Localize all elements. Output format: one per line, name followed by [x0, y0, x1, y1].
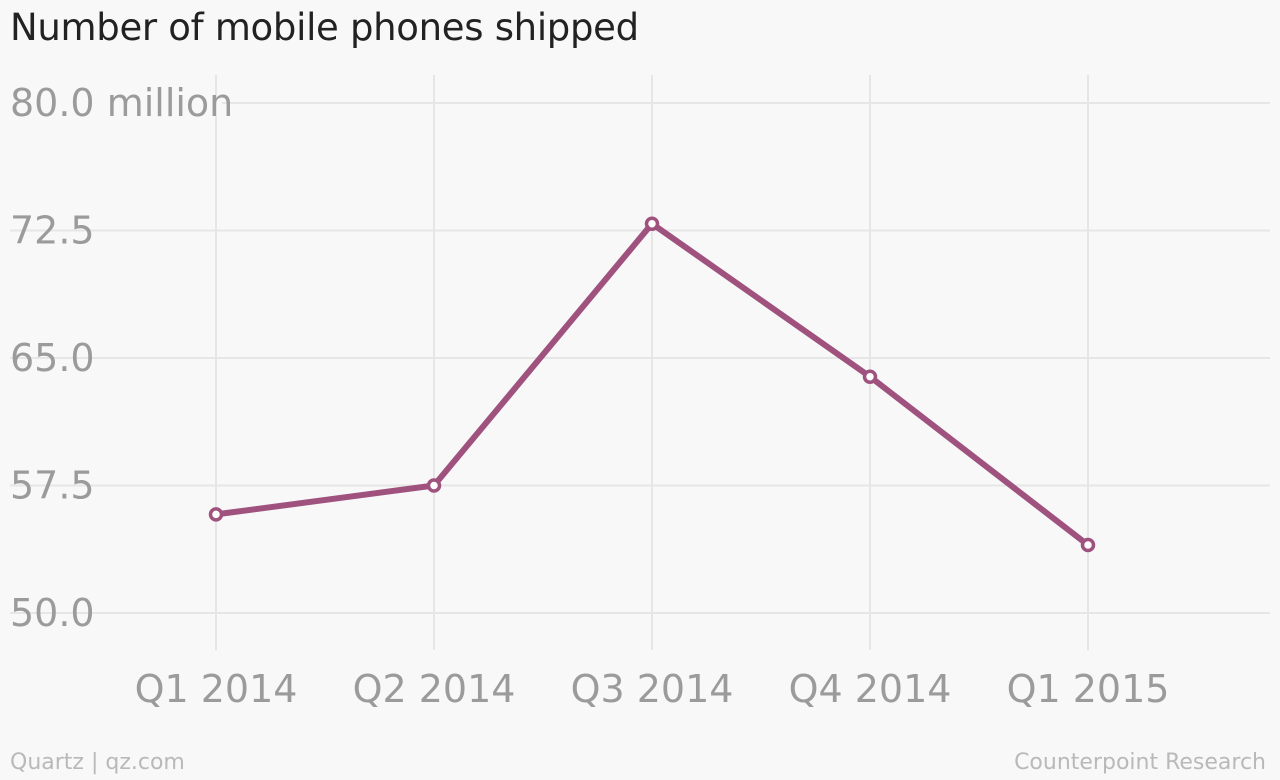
y-tick-label: 57.5: [10, 464, 95, 508]
series-layer: [208, 216, 1096, 553]
y-axis: 50.0 57.5 65.0 72.5 80.0 million: [10, 81, 233, 635]
x-tick-label: Q1 2014: [135, 667, 298, 711]
data-point: [644, 216, 660, 231]
data-point: [1080, 537, 1096, 553]
data-point: [426, 478, 442, 493]
footer-credit: Quartz | qz.com: [10, 750, 185, 775]
y-tick-label: 80.0 million: [10, 81, 233, 125]
x-tick-label: Q1 2015: [1007, 667, 1170, 711]
data-point: [208, 507, 224, 522]
x-tick-label: Q4 2014: [789, 667, 952, 711]
y-tick-label: 65.0: [10, 336, 95, 380]
data-point: [862, 369, 878, 384]
x-tick-label: Q3 2014: [571, 667, 734, 711]
footer-source: Counterpoint Research: [1014, 750, 1266, 775]
grid-lines: [10, 75, 1270, 650]
y-tick-label: 50.0: [10, 591, 95, 635]
x-axis: Q1 2014 Q2 2014 Q3 2014 Q4 2014 Q1 2015: [135, 667, 1170, 711]
y-tick-label: 72.5: [10, 209, 95, 253]
chart-title: Number of mobile phones shipped: [10, 6, 639, 49]
x-tick-label: Q2 2014: [353, 667, 516, 711]
